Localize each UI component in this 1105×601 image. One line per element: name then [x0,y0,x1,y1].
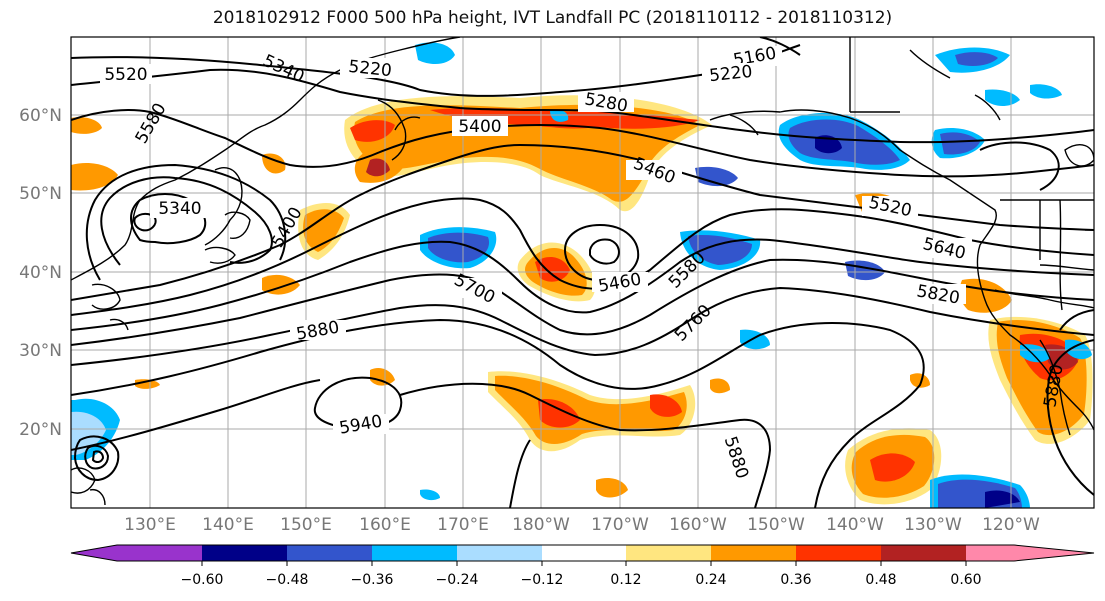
lon-label: 160°W [669,515,727,535]
contour-label: 5340 [150,198,210,219]
contour-label: 5880 [290,317,346,345]
colorbar-segment [881,545,966,561]
colorbar: −0.60 −0.48 −0.36 −0.24 −0.12 0.12 0.24 … [70,544,1095,588]
colorbar-segment [457,545,542,561]
lon-label: 120°W [982,515,1040,535]
contour-label: 5220 [702,62,760,86]
lon-label: 150°W [747,515,805,535]
svg-text:5400: 5400 [458,117,501,137]
lon-label: 130°E [124,515,176,535]
colorbar-ticks [201,561,967,566]
negative-ivt-shading [71,42,1092,508]
contour-label: 5940 [333,411,389,439]
lon-label: 160°E [359,515,411,535]
lon-label: 170°E [437,515,489,535]
colorbar-segment [966,545,1014,561]
svg-text:5220: 5220 [348,57,393,81]
height-contours [71,37,1094,508]
lon-label: 170°W [591,515,649,535]
colorbar-segment [372,545,457,561]
lon-label: 140°W [826,515,884,535]
contour-label: 5400 [452,116,508,137]
colorbar-tick-label: −0.36 [351,572,394,588]
latitude-labels: 60°N 50°N 40°N 30°N 20°N [19,106,62,440]
colorbar-tick-label: 0.48 [865,572,896,588]
map-area: 5520 5340 5220 5160 5220 5580 [71,37,1094,508]
colorbar-segment [542,545,626,561]
colorbar-segment [711,545,796,561]
lat-label: 60°N [19,106,62,126]
colorbar-outline [70,544,1095,562]
colorbar-segment [117,545,202,561]
colorbar-tick-label: −0.48 [266,572,309,588]
svg-text:5220: 5220 [708,62,753,86]
colorbar-tick-label: 0.36 [780,572,811,588]
colorbar-tick-label: 0.60 [950,572,981,588]
lon-label: 150°E [280,515,332,535]
lon-label: 140°E [202,515,254,535]
svg-text:5340: 5340 [158,199,201,219]
colorbar-segment [202,545,287,561]
lon-label: 130°W [904,515,962,535]
contour-label: 5520 [100,64,152,85]
colorbar-tick-label: 0.24 [695,572,726,588]
lon-label: 180°W [512,515,570,535]
colorbar-tick-label: 0.12 [610,572,641,588]
lat-label: 50°N [19,184,62,204]
colorbar-segment [1014,545,1094,561]
map-frame [70,36,1095,509]
map-title: 2018102912 F000 500 hPa height, IVT Land… [212,8,893,28]
lat-label: 40°N [19,263,62,283]
svg-text:5520: 5520 [104,65,147,85]
longitude-labels: 130°E 140°E 150°E 160°E 170°E 180°W 170°… [124,515,1040,535]
colorbar-segment [796,545,881,561]
colorbar-tick-label: −0.60 [181,572,224,588]
colorbar-tick-label: −0.24 [436,572,479,588]
colorbar-tick-label: −0.12 [521,572,564,588]
contour-label: 5220 [340,57,396,81]
lat-label: 30°N [19,341,62,361]
colorbar-segment [71,545,117,561]
colorbar-segment [626,545,711,561]
lat-label: 20°N [19,420,62,440]
colorbar-segment [287,545,372,561]
